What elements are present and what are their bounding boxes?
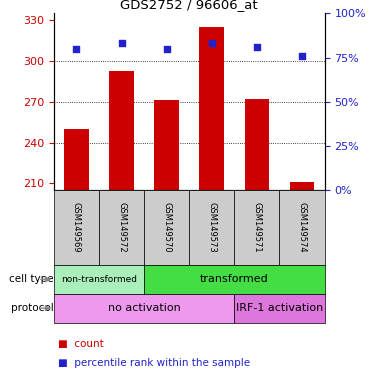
Bar (64, 129, 89, 190)
Bar (234, 190, 279, 265)
Bar (144, 265, 325, 294)
Bar (234, 294, 325, 323)
Bar (54, 265, 144, 294)
Bar (244, 99, 269, 190)
Bar (54, 190, 99, 265)
Text: GSM149573: GSM149573 (207, 202, 216, 253)
Text: GSM149571: GSM149571 (252, 202, 262, 253)
Bar (144, 190, 189, 265)
Text: non-transformed: non-transformed (61, 275, 137, 284)
Text: GSM149570: GSM149570 (162, 202, 171, 253)
Text: protocol: protocol (11, 303, 54, 313)
Text: cell type: cell type (9, 274, 54, 285)
Text: GSM149569: GSM149569 (72, 202, 81, 253)
Bar (279, 190, 325, 265)
Bar (290, 182, 315, 190)
Bar (199, 27, 224, 190)
Bar (54, 294, 234, 323)
Point (119, 40, 125, 46)
Text: no activation: no activation (108, 303, 180, 313)
Text: GSM149574: GSM149574 (298, 202, 306, 253)
Bar (189, 190, 234, 265)
Point (299, 53, 305, 59)
Bar (99, 190, 144, 265)
Point (164, 46, 170, 52)
Text: transformed: transformed (200, 274, 269, 285)
Point (209, 40, 215, 46)
Text: ■  percentile rank within the sample: ■ percentile rank within the sample (58, 358, 250, 368)
Bar (154, 100, 179, 190)
Text: ■  count: ■ count (58, 339, 103, 349)
Text: GSM149572: GSM149572 (117, 202, 126, 253)
Bar (109, 71, 134, 190)
Title: GDS2752 / 96606_at: GDS2752 / 96606_at (121, 0, 258, 11)
Point (254, 44, 260, 50)
Text: IRF-1 activation: IRF-1 activation (236, 303, 323, 313)
Point (73, 46, 79, 52)
